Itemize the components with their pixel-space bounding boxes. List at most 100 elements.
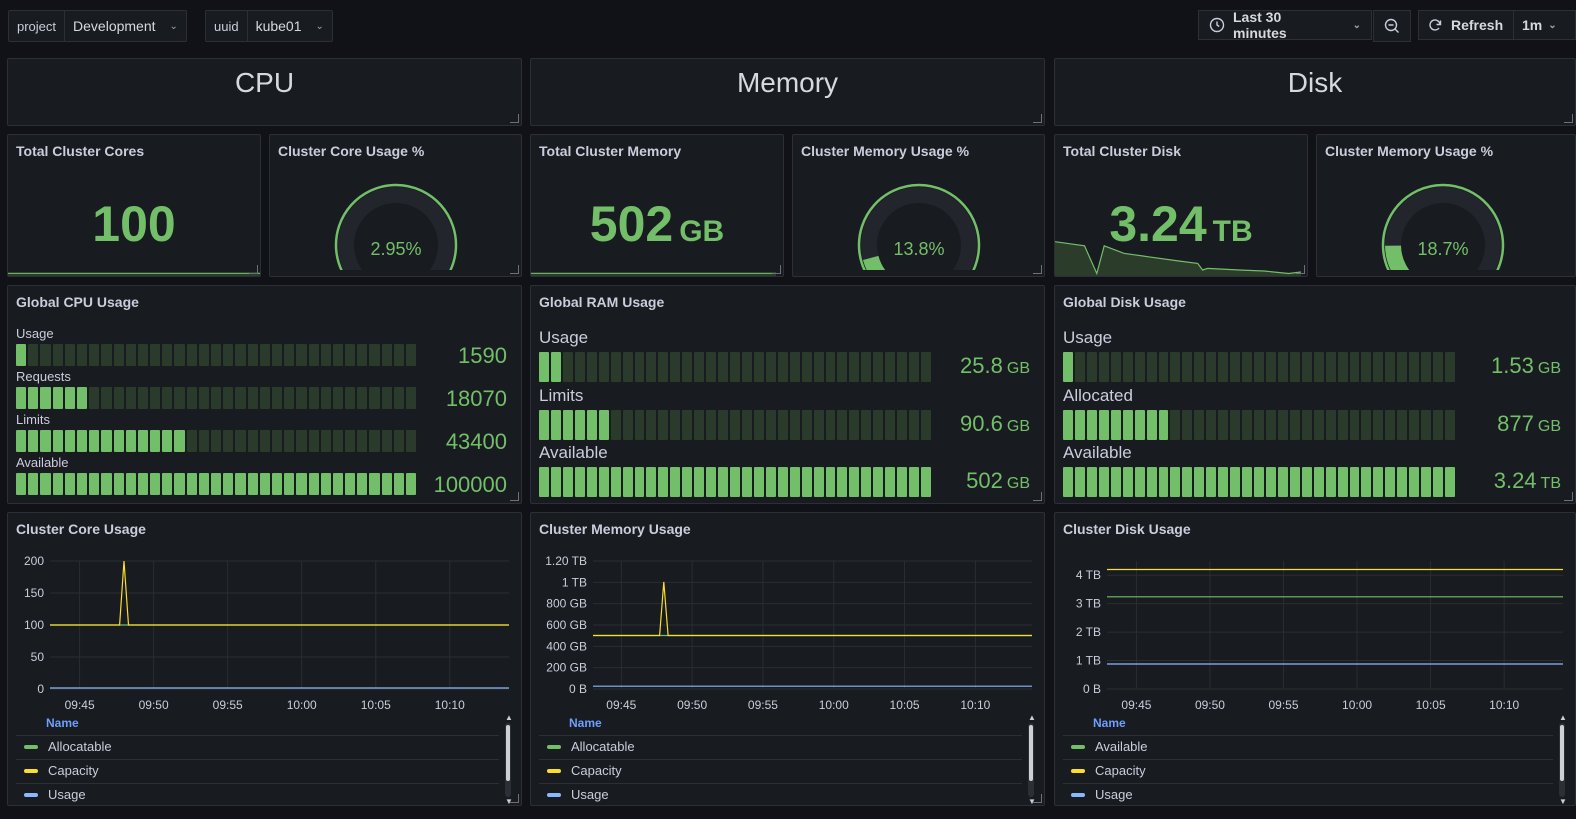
bar-gauge-cell <box>670 352 681 382</box>
project-dropdown[interactable]: Development ⌄ <box>65 11 186 41</box>
bar-gauge-cell <box>706 352 717 382</box>
legend-item[interactable]: Allocatable <box>24 739 112 754</box>
resize-handle[interactable] <box>510 492 519 501</box>
resize-handle[interactable] <box>510 265 519 274</box>
uuid-variable[interactable]: uuid kube01 ⌄ <box>205 10 333 42</box>
bar-gauge-cell <box>381 344 392 366</box>
scroll-down-icon[interactable]: ▼ <box>1559 797 1567 806</box>
scroll-up-icon[interactable]: ▲ <box>1559 713 1567 722</box>
legend-item[interactable]: Capacity <box>1071 763 1146 778</box>
refresh-button[interactable]: Refresh <box>1418 10 1514 40</box>
bar-gauge-cell <box>28 473 39 495</box>
bar-gauge-cell <box>1421 467 1432 497</box>
cluster-disk-usage-timeseries-panel: Cluster Disk Usage 4 TB 3 TB 2 TB 1 TB 0 B 09… <box>1054 512 1576 806</box>
project-variable[interactable]: project Development ⌄ <box>8 10 187 42</box>
bar-gauge-cell <box>1194 409 1205 440</box>
cluster-memory-usage-timeseries-panel: Cluster Memory Usage 1.20 TB 1 TB 800 GB 60… <box>530 512 1045 806</box>
scroll-up-icon[interactable]: ▲ <box>1028 713 1036 722</box>
project-variable-label: project <box>9 11 66 41</box>
scrollbar-thumb[interactable] <box>1560 725 1564 781</box>
scroll-down-icon[interactable]: ▼ <box>1028 797 1036 806</box>
bar-gauge-cell <box>1206 352 1217 382</box>
bar-gauge-list: Usage 1.53 GB Allocated 877 GB Available 3.24 TB <box>1055 286 1575 503</box>
legend-header-name[interactable]: Name <box>1093 716 1126 730</box>
resize-handle[interactable] <box>1033 794 1042 803</box>
time-range-picker[interactable]: Last 30 minutes ⌄ <box>1198 9 1372 41</box>
bar-gauge-cell <box>369 387 380 409</box>
resize-handle[interactable] <box>1564 492 1573 501</box>
bar-gauge-cell <box>1098 352 1109 382</box>
legend-item[interactable]: Capacity <box>24 763 99 778</box>
bar-gauge-cell <box>1385 409 1396 440</box>
bar-gauge-cell <box>52 430 63 452</box>
bar-gauge-bar <box>1063 352 1455 382</box>
refresh-interval-picker[interactable]: 1m ⌄ <box>1514 10 1576 40</box>
bar-gauge-cell <box>284 430 295 452</box>
sparkline-area <box>8 273 260 276</box>
resize-handle[interactable] <box>510 114 519 123</box>
legend-item[interactable]: Usage <box>24 787 86 802</box>
bar-gauge-cell <box>1361 352 1372 382</box>
legend-scrollbar[interactable] <box>1028 723 1034 797</box>
resize-handle[interactable] <box>1564 114 1573 123</box>
scrollbar-thumb[interactable] <box>506 725 510 781</box>
chevron-down-icon: ⌄ <box>315 20 324 32</box>
bar-gauge-list: Usage 1590 Requests 18070 Limits 43400 Availab… <box>8 286 521 503</box>
legend-item[interactable]: Allocatable <box>547 739 635 754</box>
bar-gauge-cell <box>101 387 112 409</box>
bar-gauge-cell <box>1397 352 1408 382</box>
bar-gauge-cell <box>1110 352 1121 382</box>
resize-handle[interactable] <box>249 265 258 274</box>
scrollbar-thumb[interactable] <box>1029 725 1033 781</box>
legend-header-name[interactable]: Name <box>46 716 79 730</box>
resize-handle[interactable] <box>1033 114 1042 123</box>
bar-gauge-cell <box>64 430 75 452</box>
resize-handle[interactable] <box>1296 265 1305 274</box>
uuid-dropdown[interactable]: kube01 ⌄ <box>248 11 332 41</box>
legend-label: Available <box>1095 739 1148 754</box>
line-chart[interactable]: 4 TB 3 TB 2 TB 1 TB 0 B 09:45 09:50 09:55 10:00 1… <box>1055 553 1575 733</box>
y-tick-label: 100 <box>24 618 44 632</box>
bar-gauge-cell <box>1230 467 1241 497</box>
resize-handle[interactable] <box>1033 265 1042 274</box>
bar-gauge-cell <box>296 344 307 366</box>
bar-gauge-cell <box>741 352 752 382</box>
legend-swatch <box>24 768 38 773</box>
zoom-out-button[interactable] <box>1373 10 1411 42</box>
legend-header-name[interactable]: Name <box>569 716 602 730</box>
y-tick-label: 0 B <box>569 682 587 696</box>
bar-gauge-cell <box>574 352 585 382</box>
resize-handle[interactable] <box>1033 492 1042 501</box>
panel-title: Cluster Core Usage <box>16 521 146 537</box>
bar-gauge-cell <box>1158 352 1169 382</box>
legend-scrollbar[interactable] <box>1559 723 1565 797</box>
bar-gauge-cell <box>1325 409 1336 440</box>
legend-item[interactable]: Available <box>1071 739 1148 754</box>
scroll-down-icon[interactable]: ▼ <box>505 797 513 806</box>
x-tick-label: 10:10 <box>1489 698 1519 712</box>
bar-gauge-value: 25.8 GB <box>960 353 1030 378</box>
bar-gauge-cell <box>921 352 931 382</box>
legend-label: Capacity <box>1095 763 1146 778</box>
bar-gauge-cell <box>259 387 270 409</box>
legend-item[interactable]: Usage <box>1071 787 1133 802</box>
y-tick-label: 200 <box>24 554 44 568</box>
line-chart[interactable]: 1.20 TB 1 TB 800 GB 600 GB 400 GB 200 GB 0 B 09… <box>531 553 1044 733</box>
bar-gauge-bar <box>1063 409 1455 440</box>
legend-item[interactable]: Capacity <box>547 763 622 778</box>
chevron-down-icon: ⌄ <box>169 20 178 32</box>
resize-handle[interactable] <box>510 794 519 803</box>
bar-gauge-cell <box>247 430 258 452</box>
legend-scrollbar[interactable] <box>505 723 511 797</box>
bar-gauge-cell <box>320 344 331 366</box>
resize-handle[interactable] <box>772 265 781 274</box>
bar-gauge-cell <box>162 387 173 409</box>
legend-item[interactable]: Usage <box>547 787 609 802</box>
bar-gauge-cell <box>789 467 800 497</box>
cluster-disk-usage-gauge-panel: Cluster Memory Usage % 18.7% <box>1316 134 1576 277</box>
scroll-up-icon[interactable]: ▲ <box>505 713 513 722</box>
line-chart[interactable]: 200 150 100 50 0 09:45 09:50 09:55 10:00 10:05 10:… <box>8 553 521 733</box>
bar-gauge-cell <box>1349 409 1360 440</box>
bar-gauge-cell <box>296 387 307 409</box>
bar-gauge-cell <box>1289 409 1300 440</box>
